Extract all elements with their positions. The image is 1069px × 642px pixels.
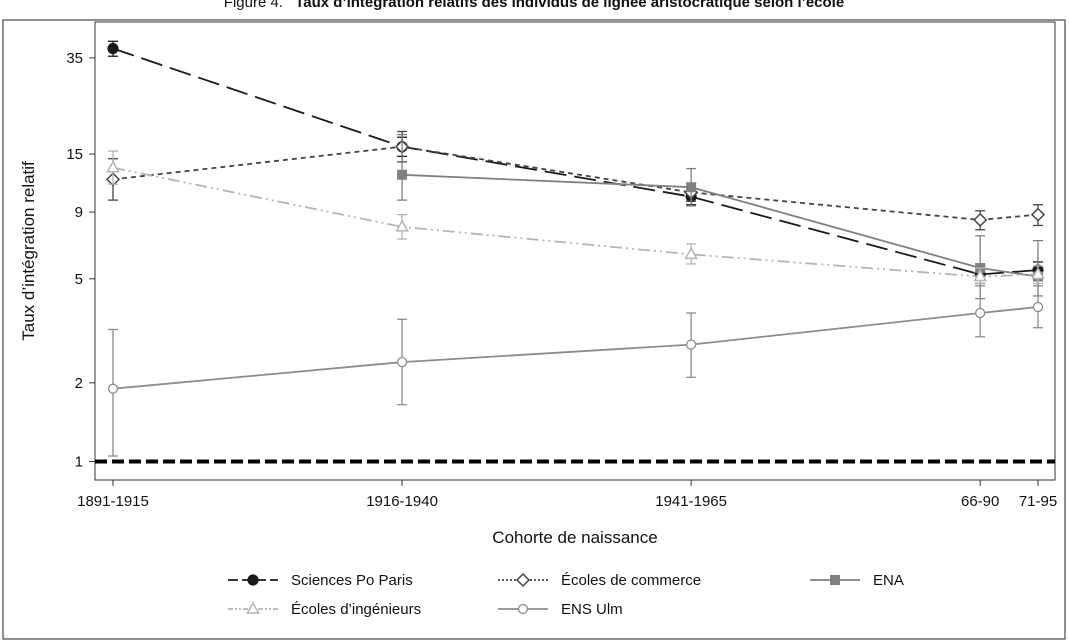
data-point [973,212,988,227]
data-point [1030,207,1046,222]
legend-item: ENA [810,572,904,589]
data-point [107,42,119,55]
series-3 [106,150,1045,285]
data-point [397,169,408,180]
data-point [975,307,986,319]
data-point [685,339,697,350]
y-tick-label: 15 [66,146,83,163]
y-axis: 1 2 5 9 15 35 [66,50,95,471]
data-point [107,383,119,394]
legend-item: Sciences Po Paris [228,572,413,589]
figure-label: Figure 4. [224,0,283,11]
legend-label: ENA [873,572,904,589]
data-point [1032,301,1044,313]
x-axis-title: Cohorte de naissance [492,528,657,547]
legend: Sciences Po Paris Écoles de commerce ENA Éc… [228,572,904,618]
legend-marker [830,575,840,585]
legend-item: Écoles d’ingénieurs [228,601,421,618]
data-point [106,160,120,173]
y-tick-label: 9 [75,204,83,221]
data-point [686,182,697,193]
data-point [395,219,409,232]
x-tick-label: 71-95 [1019,493,1057,510]
series-line [402,173,1039,278]
legend-label: Sciences Po Paris [291,572,413,589]
data-point [973,269,987,282]
series-line [112,47,1039,276]
x-tick-label: 1916-1940 [366,493,438,510]
x-axis: 1891-1915 1916-1940 1941-1965 66-90 71-95 [77,480,1057,510]
legend-marker [517,603,529,615]
series-layer [105,40,1046,457]
figure-title: Figure 4. Taux d’intégration relatifs de… [224,0,844,11]
y-tick-label: 2 [75,375,83,392]
legend-label: ENS Ulm [561,601,623,618]
x-tick-label: 1891-1915 [77,493,149,510]
y-tick-label: 1 [75,454,83,471]
data-point [1031,266,1045,280]
series-line [112,166,1039,278]
series-line [112,145,1039,221]
series-4 [107,285,1044,457]
x-tick-label: 1941-1965 [655,493,727,510]
plot-area [94,21,1056,481]
y-tick-label: 35 [66,50,83,67]
legend-label: Écoles de commerce [561,572,701,589]
data-point [684,246,698,260]
data-point [396,356,408,368]
y-axis-title: Taux d’intégration relatif [19,161,38,341]
y-tick-label: 5 [75,271,83,288]
figure-title-text: Taux d’intégration relatifs des individu… [295,0,844,11]
legend-marker [515,572,531,588]
legend-marker [246,601,260,614]
legend-item: Écoles de commerce [498,572,701,589]
legend-marker [247,574,259,586]
x-tick-label: 66-90 [961,493,999,510]
legend-item: ENS Ulm [498,601,623,618]
legend-label: Écoles d’ingénieurs [291,601,421,618]
